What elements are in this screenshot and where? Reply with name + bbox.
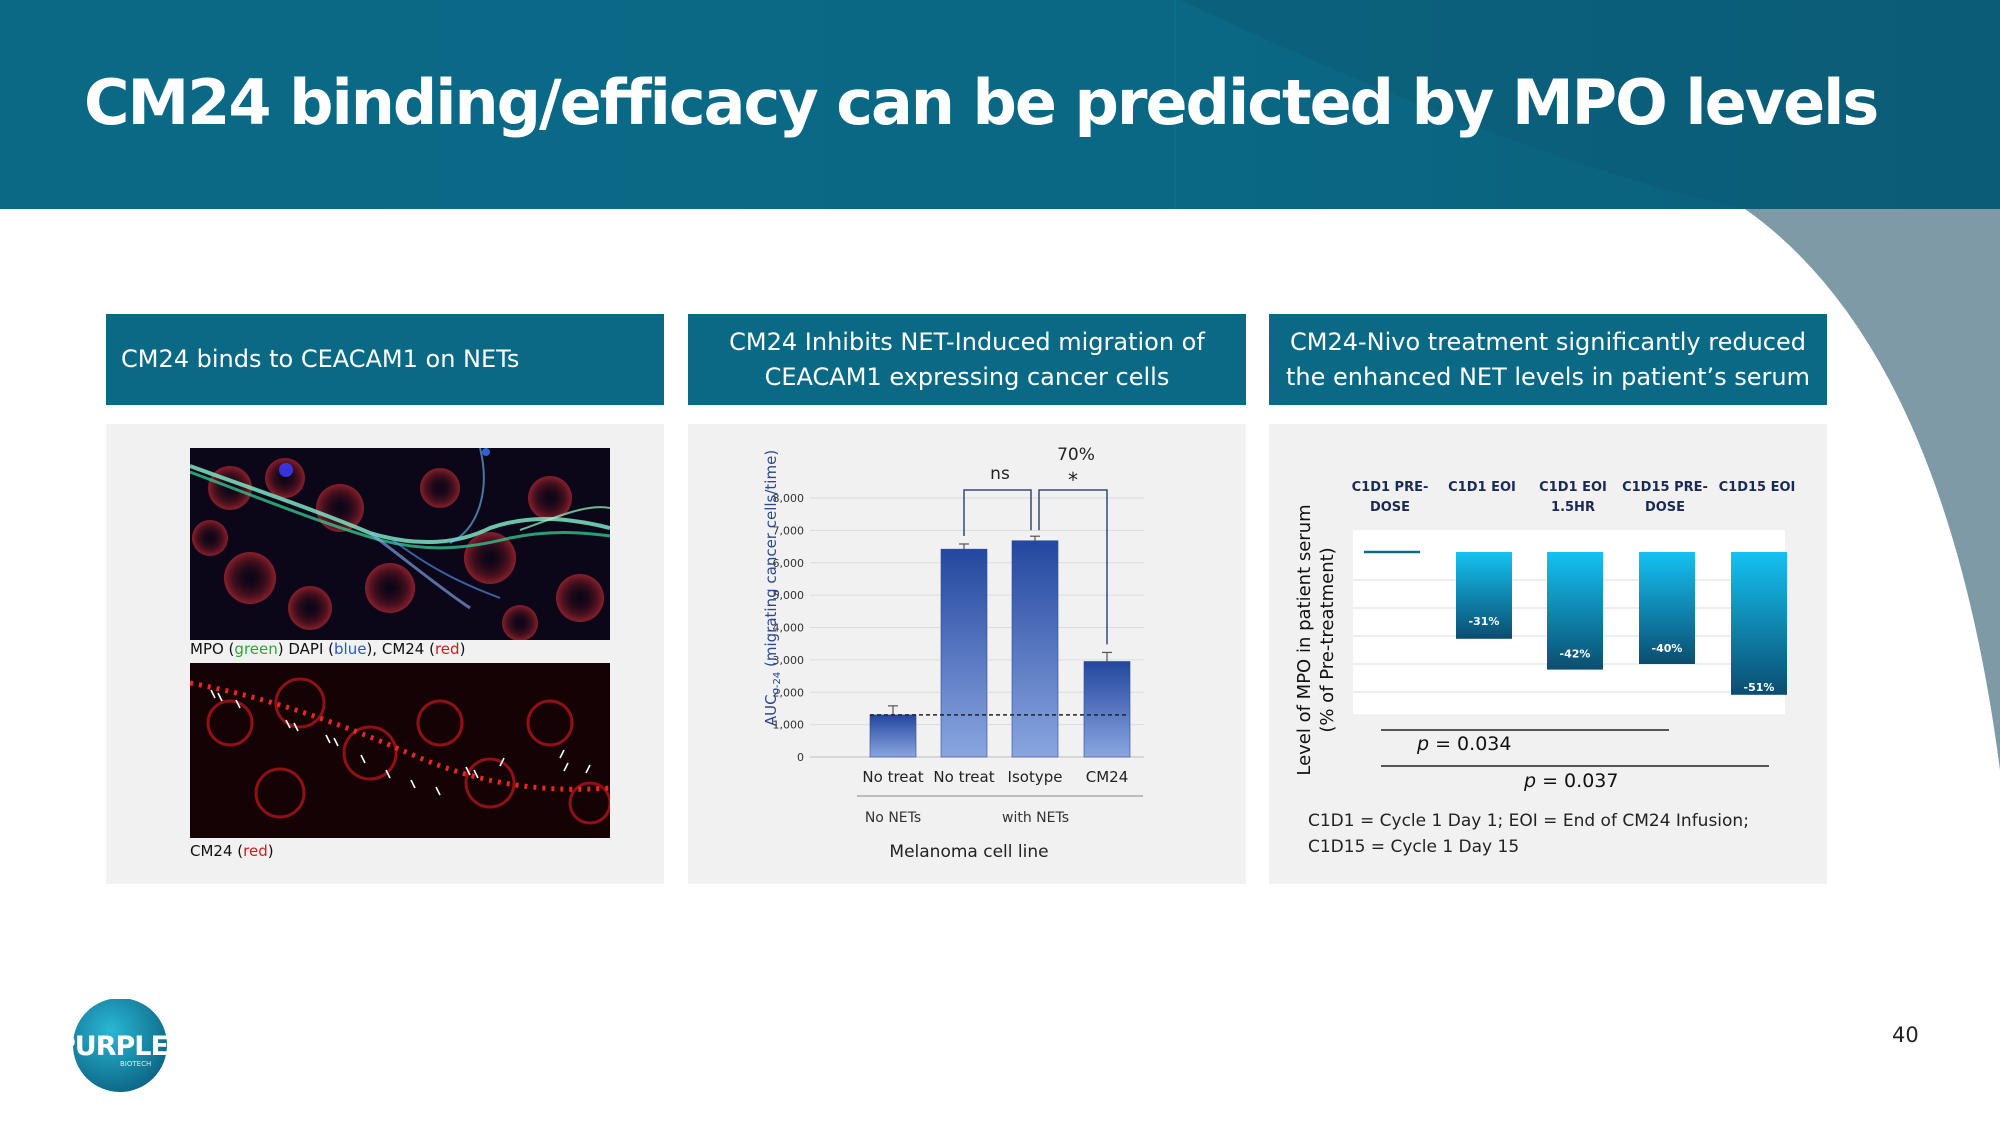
group-label: with NETs (1002, 810, 1069, 826)
microscopy-image-mpo-dapi-cm24 (190, 448, 610, 640)
bar-4 (1731, 552, 1787, 695)
percent-annotation: 70% (1057, 445, 1095, 465)
purple-biotech-logo: PURPLE BIOTECH (56, 999, 169, 1092)
caption1-blue: blue (334, 640, 367, 658)
caption2-part-b: ) (267, 842, 274, 860)
x-tick-label: No treat (862, 768, 923, 786)
panel-header-migration: CM24 Inhibits NET-Induced migration of C… (688, 314, 1246, 405)
category-label: DOSE (1370, 500, 1410, 515)
category-label: C1D1 EOI (1539, 480, 1607, 495)
page-number: 40 (1892, 1023, 1919, 1047)
definitions-footnote: C1D1 = Cycle 1 Day 1; EOI = End of CM24 … (1308, 808, 1749, 860)
caption1-part-a: MPO ( (190, 640, 235, 658)
bar-2 (1547, 552, 1603, 670)
category-label: C1D15 PRE- (1622, 480, 1708, 495)
caption1-green: green (234, 640, 278, 658)
caption1-part-b: ) DAPI ( (277, 640, 335, 658)
y-axis-label-line1: Level of MPO in patient serum (1294, 504, 1315, 775)
significance-star: * (1068, 468, 1078, 492)
y-axis-label-line2: (% of Pre-treatment) (1317, 547, 1338, 732)
y-tick-label: 0 (797, 751, 804, 764)
ns-bracket (963, 489, 1032, 536)
caption2-part-a: CM24 ( (190, 842, 244, 860)
panel-mpo-chart: C1D1 PRE- DOSE C1D1 EOI C1D1 EOI 1.5HR C1D15 … (1269, 424, 1827, 884)
y-tick-label: 6,000 (773, 557, 805, 570)
definition-line-2: C1D15 = Cycle 1 Day 15 (1308, 837, 1520, 857)
p-value-2: p = 0.037 (1523, 770, 1618, 792)
logo-text: PURPLE (56, 1031, 168, 1062)
logo-circle (73, 999, 167, 1092)
caption2-red: red (243, 842, 268, 860)
p-value-1: p = 0.034 (1416, 733, 1511, 755)
x-tick-label: CM24 (1086, 768, 1129, 786)
panel-migration-chart: 0 1,000 2,000 3,000 4,000 5,000 6,000 7,000 8,00… (688, 424, 1246, 884)
x-axis-label: Melanoma cell line (889, 842, 1048, 862)
bar-3 (1083, 661, 1131, 758)
bar-3 (1639, 552, 1695, 664)
y-tick-label: 5,000 (773, 589, 805, 602)
bar-1 (940, 548, 988, 758)
data-label: -51% (1744, 681, 1775, 694)
panel-header-mpo-levels: CM24-Nivo treatment significantly reduce… (1269, 314, 1827, 405)
caption1-part-d: ) (459, 640, 466, 658)
panel2-header-text: CM24 Inhibits NET-Induced migration of C… (729, 327, 1205, 391)
group-label: No NETs (865, 810, 921, 826)
microscopy-image-cm24 (190, 663, 610, 838)
y-tick-label: 4,000 (773, 622, 805, 635)
panel1-header-text: CM24 binds to CEACAM1 on NETs (121, 345, 520, 373)
panel3-header-text: CM24-Nivo treatment significantly reduce… (1286, 327, 1810, 391)
category-label: C1D1 PRE- (1352, 480, 1429, 495)
y-tick-label: 7,000 (773, 524, 805, 537)
caption-cm24: CM24 (red) (190, 842, 274, 860)
y-tick-label: 8,000 (773, 492, 805, 505)
slide-title: CM24 binding/efficacy can be predicted b… (84, 66, 1879, 139)
x-tick-label: No treat (933, 768, 994, 786)
category-label: C1D1 EOI (1448, 480, 1516, 495)
data-label: -42% (1560, 648, 1591, 661)
x-tick-label: Isotype (1008, 768, 1063, 786)
caption-mpo-dapi-cm24: MPO (green) DAPI (blue), CM24 (red) (190, 640, 465, 658)
category-label: DOSE (1645, 500, 1685, 515)
significance-bracket (1038, 489, 1108, 645)
logo-subtext: BIOTECH (120, 1060, 151, 1068)
caption1-red: red (434, 640, 460, 658)
bar-0 (869, 714, 917, 758)
data-label: -40% (1652, 642, 1683, 655)
y-tick-label: 3,000 (773, 654, 805, 667)
category-label: 1.5HR (1551, 500, 1595, 515)
panel-header-ceacam1-binding: CM24 binds to CEACAM1 on NETs (106, 314, 664, 405)
data-label: -31% (1469, 615, 1500, 628)
y-tick-label: 1,000 (773, 719, 805, 732)
y-axis-label: AUC0-24 (migrating cancer cells/time) (762, 450, 783, 726)
bar-1 (1456, 552, 1512, 639)
mpo-change-bar-chart: C1D1 PRE- DOSE C1D1 EOI C1D1 EOI 1.5HR C1D15 … (1294, 480, 1796, 792)
panel-microscopy: MPO (green) DAPI (blue), CM24 (red) (106, 424, 664, 884)
migration-bar-chart: 0 1,000 2,000 3,000 4,000 5,000 6,000 7,000 8,00… (762, 445, 1144, 862)
y-tick-label: 2,000 (773, 686, 805, 699)
bar-2 (1011, 540, 1059, 758)
category-label: C1D15 EOI (1719, 480, 1796, 495)
definition-line-1: C1D1 = Cycle 1 Day 1; EOI = End of CM24 … (1308, 811, 1749, 831)
ns-annotation: ns (990, 464, 1010, 484)
caption1-part-c: ), CM24 ( (366, 640, 435, 658)
